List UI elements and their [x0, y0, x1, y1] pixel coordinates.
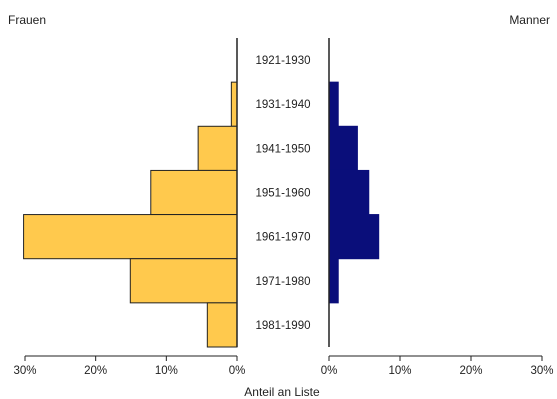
category-label: 1961-1970 — [256, 232, 311, 244]
category-label: 1941-1950 — [256, 143, 311, 155]
x-axis-left: 30% 20% 10% 0% — [13, 355, 246, 377]
bar-manner — [328, 214, 380, 260]
category-label: 1931-1940 — [256, 99, 311, 111]
bar-frauen — [206, 302, 238, 348]
x-axis-title: Anteil an Liste — [244, 385, 320, 399]
x-axis-right: 0% 10% 20% 30% — [321, 355, 554, 377]
category-label: 1971-1980 — [256, 276, 311, 288]
x-tick-label: 30% — [13, 365, 36, 377]
x-tick-label: 20% — [84, 365, 107, 377]
bar-frauen — [129, 258, 238, 304]
bar-manner — [328, 258, 339, 304]
x-tick-label: 0% — [321, 365, 338, 377]
manner-bars — [328, 81, 380, 304]
category-label: 1981-1990 — [256, 320, 311, 332]
bar-manner — [328, 169, 370, 216]
x-tick-label: 30% — [530, 365, 553, 377]
category-label: 1951-1960 — [256, 188, 311, 200]
legend-right-label: Manner — [509, 13, 550, 27]
bar-frauen — [23, 214, 238, 260]
bar-frauen — [150, 169, 238, 216]
bar-manner — [328, 81, 339, 127]
category-label: 1921-1930 — [256, 55, 311, 67]
bar-frauen — [197, 125, 238, 171]
bar-manner — [328, 125, 358, 171]
frauen-bars — [23, 81, 238, 348]
x-tick-label: 10% — [155, 365, 178, 377]
x-tick-label: 10% — [388, 365, 411, 377]
bar-frauen — [230, 81, 238, 127]
legend-left-label: Frauen — [8, 13, 46, 27]
category-labels: 1921-1930 1931-1940 1941-1950 1951-1960 1961… — [256, 55, 311, 332]
x-tick-label: 0% — [229, 365, 246, 377]
x-tick-label: 20% — [459, 365, 482, 377]
